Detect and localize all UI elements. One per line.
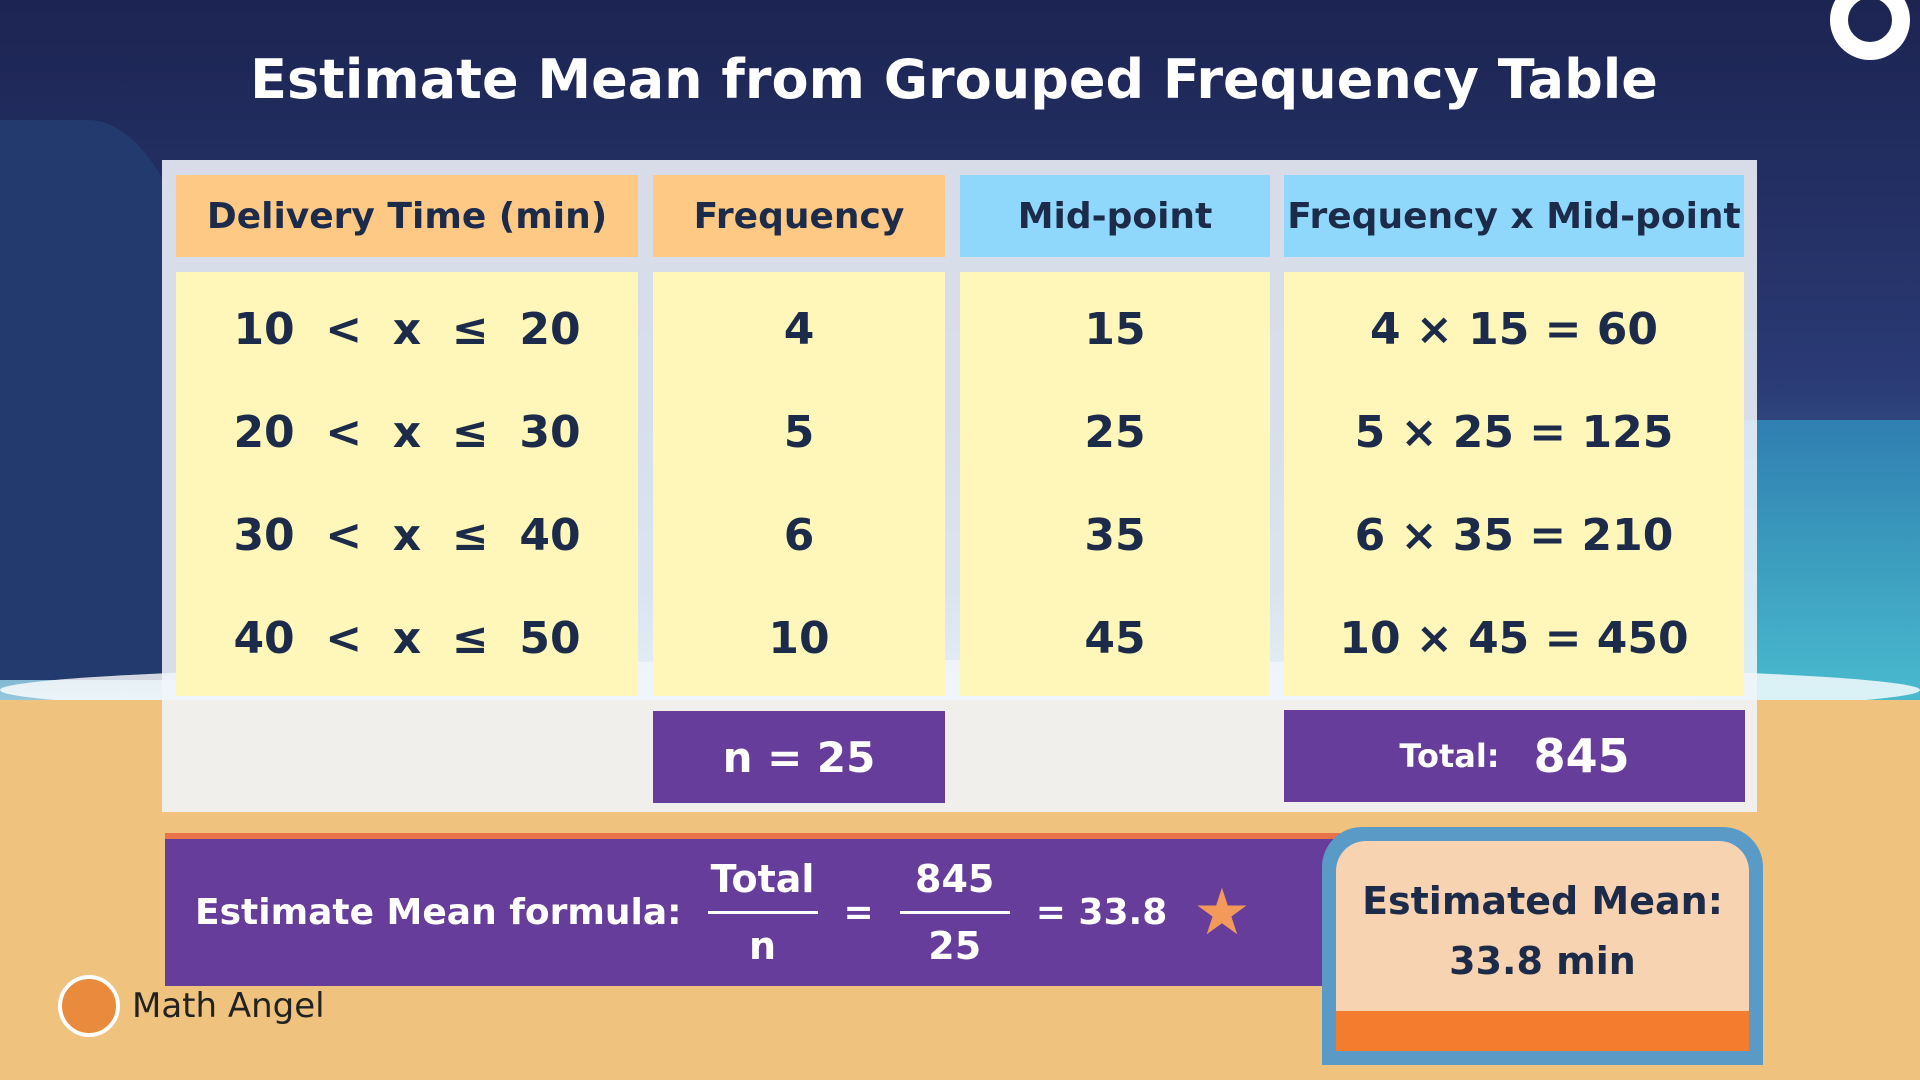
header-frequency: Frequency bbox=[653, 175, 945, 257]
equals-sign: = bbox=[843, 892, 874, 933]
frequency-column: 4 5 6 10 bbox=[653, 272, 945, 696]
midpoint-column: 15 25 35 45 bbox=[960, 272, 1270, 696]
numerator: 845 bbox=[915, 857, 995, 901]
table-cell: 40 < x ≤ 50 bbox=[233, 613, 581, 664]
table-cell: 5 bbox=[783, 407, 815, 458]
total-value: 845 bbox=[1533, 729, 1630, 783]
table-cell: 10 × 45 = 450 bbox=[1339, 613, 1689, 664]
interval-column: 10 < x ≤ 20 20 < x ≤ 30 30 < x ≤ 40 40 <… bbox=[176, 272, 638, 696]
table-cell: 4 × 15 = 60 bbox=[1369, 304, 1659, 355]
estimated-mean-label: Estimated Mean: bbox=[1362, 879, 1723, 923]
starfish-icon: ★ bbox=[1193, 875, 1251, 950]
total-label: Total: bbox=[1399, 737, 1500, 775]
estimated-mean-value: 33.8 min bbox=[1449, 939, 1636, 983]
page-title: Estimate Mean from Grouped Frequency Tab… bbox=[250, 48, 1658, 111]
table-cell: 45 bbox=[1084, 613, 1146, 664]
total-box: Total: 845 bbox=[1284, 710, 1745, 802]
cat-avatar-icon bbox=[58, 975, 120, 1037]
table-cell: 25 bbox=[1084, 407, 1146, 458]
denominator: n bbox=[749, 924, 777, 968]
table-cell: 35 bbox=[1084, 510, 1146, 561]
estimated-mean-card: Estimated Mean: 33.8 min bbox=[1322, 827, 1763, 1065]
table-cell: 20 < x ≤ 30 bbox=[233, 407, 581, 458]
numerator: Total bbox=[710, 857, 815, 901]
formula-label: Estimate Mean formula: bbox=[195, 892, 682, 933]
formula-bar: Estimate Mean formula: Total n = 845 25 = … bbox=[165, 833, 1355, 986]
brand-name: Math Angel bbox=[132, 986, 325, 1026]
table-cell: 30 < x ≤ 40 bbox=[233, 510, 581, 561]
table-cell: 6 × 35 = 210 bbox=[1354, 510, 1674, 561]
fraction-845-over-25: 845 25 bbox=[899, 857, 1010, 968]
table-cell: 15 bbox=[1084, 304, 1146, 355]
header-product: Frequency x Mid-point bbox=[1284, 175, 1744, 257]
table-cell: 4 bbox=[783, 304, 815, 355]
table-cell: 5 × 25 = 125 bbox=[1354, 407, 1674, 458]
denominator: 25 bbox=[928, 924, 982, 968]
brand-logo: Math Angel bbox=[58, 975, 325, 1037]
fraction-total-over-n: Total n bbox=[707, 857, 818, 968]
product-column: 4 × 15 = 60 5 × 25 = 125 6 × 35 = 210 10… bbox=[1284, 272, 1744, 696]
n-total-box: n = 25 bbox=[653, 711, 945, 803]
table-cell: 10 bbox=[768, 613, 830, 664]
formula-result: = 33.8 bbox=[1035, 892, 1168, 933]
header-midpoint: Mid-point bbox=[960, 175, 1270, 257]
header-delivery-time: Delivery Time (min) bbox=[176, 175, 638, 257]
table-cell: 6 bbox=[783, 510, 815, 561]
table-cell: 10 < x ≤ 20 bbox=[233, 304, 581, 355]
